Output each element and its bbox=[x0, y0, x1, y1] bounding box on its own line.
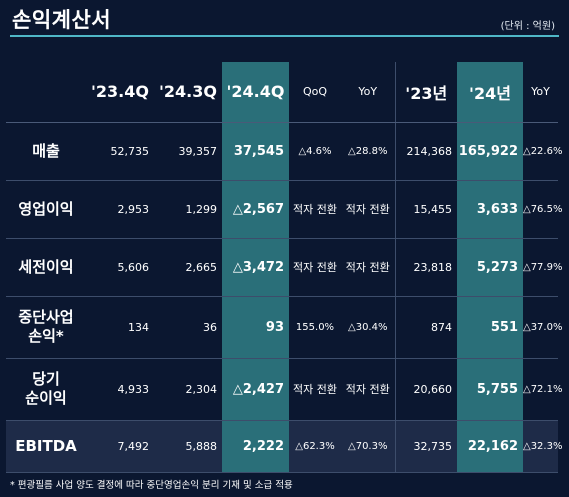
unit-label: (단위 : 억원) bbox=[500, 21, 555, 32]
col-header-23y: '23년 bbox=[394, 62, 457, 123]
header-corner bbox=[6, 62, 86, 123]
change-cell: 적자 전환 bbox=[341, 180, 395, 239]
income-table: '23.4Q '24.3Q '24.4Q QoQ YoY '23년 '24년 Y… bbox=[6, 62, 562, 473]
highlight-cell: △2,427 bbox=[222, 358, 289, 421]
value-cell: 39,357 bbox=[154, 122, 222, 181]
value-cell: 52,735 bbox=[86, 122, 154, 181]
footnote: * 편광필름 사업 양도 결정에 따라 중단영업손익 분리 기재 및 소급 적용 bbox=[10, 480, 293, 491]
value-cell: 5,606 bbox=[86, 238, 154, 297]
change-cell: △4.6% bbox=[289, 122, 341, 181]
highlight-cell: △2,567 bbox=[222, 180, 289, 239]
highlight-cell: 5,273 bbox=[457, 238, 523, 297]
change-cell: △37.0% bbox=[523, 296, 562, 359]
change-cell: 155.0% bbox=[289, 296, 341, 359]
row-label-line: 손익* bbox=[28, 327, 64, 345]
value-cell: 134 bbox=[86, 296, 154, 359]
change-cell: △22.6% bbox=[523, 122, 562, 181]
col-header-24y: '24년 bbox=[457, 62, 523, 123]
col-header-24-4q: '24.4Q bbox=[222, 62, 289, 123]
col-header-yoy-annual: YoY bbox=[523, 62, 558, 123]
highlight-cell: 551 bbox=[457, 296, 523, 359]
table-body: 매출 52,735 39,357 37,545 △4.6% △28.8% 214,368 16… bbox=[6, 122, 562, 473]
value-cell: 23,818 bbox=[394, 238, 457, 297]
row-label-line: 세전이익 bbox=[18, 257, 74, 276]
value-cell: 32,735 bbox=[394, 420, 457, 473]
table-row: 매출 52,735 39,357 37,545 △4.6% △28.8% 214,368 16… bbox=[6, 122, 562, 181]
value-cell: 2,304 bbox=[154, 358, 222, 421]
row-label-line: EBITDA bbox=[15, 436, 77, 455]
highlight-cell: 5,755 bbox=[457, 358, 523, 421]
change-cell: △28.8% bbox=[341, 122, 395, 181]
value-cell: 874 bbox=[394, 296, 457, 359]
value-cell: 20,660 bbox=[394, 358, 457, 421]
page-title: 손익계산서 bbox=[12, 8, 112, 32]
row-label: EBITDA bbox=[6, 420, 86, 473]
table-row: 세전이익 5,606 2,665 △3,472 적자 전환 적자 전환 23,818 5,27… bbox=[6, 238, 562, 297]
change-cell: △30.4% bbox=[341, 296, 395, 359]
change-cell: 적자 전환 bbox=[341, 238, 395, 297]
value-cell: 4,933 bbox=[86, 358, 154, 421]
highlight-cell: △3,472 bbox=[222, 238, 289, 297]
value-cell: 2,953 bbox=[86, 180, 154, 239]
row-label-line: 중단사업 bbox=[18, 308, 74, 326]
change-cell: △32.3% bbox=[523, 420, 562, 473]
header-row: '23.4Q '24.3Q '24.4Q QoQ YoY '23년 '24년 Y… bbox=[6, 62, 558, 123]
highlight-cell: 3,633 bbox=[457, 180, 523, 239]
row-label-line: 순이익 bbox=[25, 389, 67, 407]
change-cell: 적자 전환 bbox=[289, 180, 341, 239]
row-label: 중단사업 손익* bbox=[6, 296, 86, 359]
highlight-cell: 93 bbox=[222, 296, 289, 359]
value-cell: 214,368 bbox=[394, 122, 457, 181]
value-cell: 5,888 bbox=[154, 420, 222, 473]
value-cell: 36 bbox=[154, 296, 222, 359]
col-header-qoq: QoQ bbox=[289, 62, 341, 123]
change-cell: △62.3% bbox=[289, 420, 341, 473]
row-label-line: 영업이익 bbox=[18, 199, 74, 218]
change-cell: △70.3% bbox=[341, 420, 395, 473]
value-cell: 15,455 bbox=[394, 180, 457, 239]
value-cell: 1,299 bbox=[154, 180, 222, 239]
change-cell: 적자 전환 bbox=[289, 358, 341, 421]
change-cell: 적자 전환 bbox=[341, 358, 395, 421]
highlight-cell: 2,222 bbox=[222, 420, 289, 473]
value-cell: 2,665 bbox=[154, 238, 222, 297]
table-row: 당기 순이익 4,933 2,304 △2,427 적자 전환 적자 전환 20,660 5,7… bbox=[6, 358, 562, 421]
col-header-23-4q: '23.4Q bbox=[86, 62, 154, 123]
row-label-line: 당기 bbox=[32, 370, 60, 388]
highlight-cell: 37,545 bbox=[222, 122, 289, 181]
col-header-24-3q: '24.3Q bbox=[154, 62, 222, 123]
table-row: EBITDA 7,492 5,888 2,222 △62.3% △70.3% 32,735 2… bbox=[6, 420, 562, 473]
change-cell: △72.1% bbox=[523, 358, 562, 421]
highlight-cell: 165,922 bbox=[457, 122, 523, 181]
table-row: 영업이익 2,953 1,299 △2,567 적자 전환 적자 전환 15,455 3,63… bbox=[6, 180, 562, 239]
row-label: 세전이익 bbox=[6, 238, 86, 297]
row-label-line: 매출 bbox=[32, 141, 60, 160]
change-cell: △77.9% bbox=[523, 238, 562, 297]
value-cell: 7,492 bbox=[86, 420, 154, 473]
row-label: 영업이익 bbox=[6, 180, 86, 239]
highlight-cell: 22,162 bbox=[457, 420, 523, 473]
table-row: 중단사업 손익* 134 36 93 155.0% △30.4% 874 551 △37.0% bbox=[6, 296, 562, 359]
change-cell: △76.5% bbox=[523, 180, 562, 239]
change-cell: 적자 전환 bbox=[289, 238, 341, 297]
row-label: 매출 bbox=[6, 122, 86, 181]
col-header-yoy-quarter: YoY bbox=[341, 62, 395, 123]
row-label: 당기 순이익 bbox=[6, 358, 86, 421]
title-divider bbox=[10, 35, 559, 37]
